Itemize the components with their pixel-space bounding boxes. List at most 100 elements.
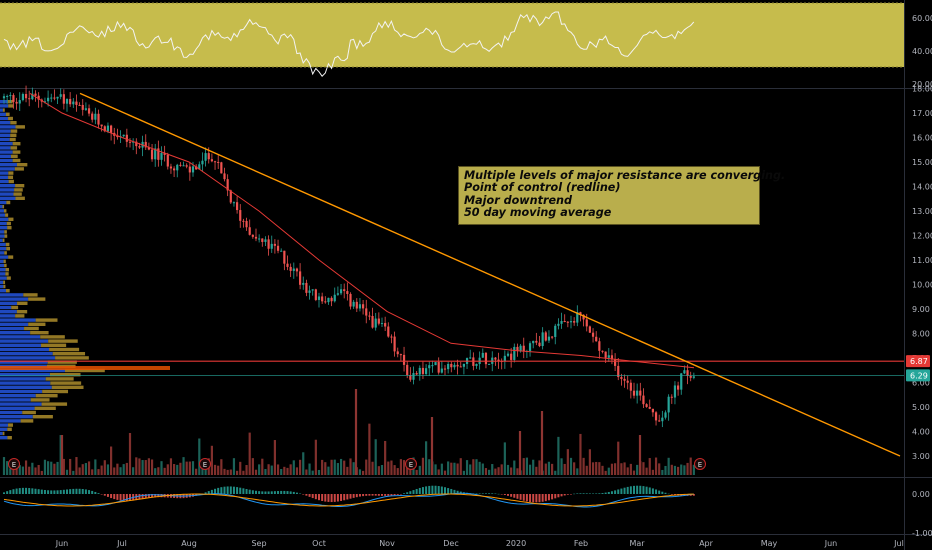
candles xyxy=(2,85,695,428)
candle-body xyxy=(434,362,437,366)
candle-body xyxy=(254,236,258,239)
macd-histogram-bar xyxy=(110,494,113,499)
candle-body xyxy=(245,220,248,228)
macd-histogram-bar xyxy=(535,494,538,503)
volume-bar xyxy=(604,470,607,475)
candle-body xyxy=(201,160,204,165)
candle-body xyxy=(488,363,491,365)
candle-body xyxy=(21,93,24,101)
volume-profile-bar-up xyxy=(0,360,48,364)
volume-profile-bar-up xyxy=(0,272,6,276)
volume-profile-bar-up xyxy=(0,284,4,289)
candle-body xyxy=(50,97,53,99)
volume-profile-bar-down xyxy=(51,385,84,389)
volume-profile-bar-down xyxy=(6,276,11,280)
candle-body xyxy=(62,94,65,104)
macd-histogram-bar xyxy=(532,494,535,503)
candle-body xyxy=(191,166,195,173)
macd-histogram-bar xyxy=(207,491,210,494)
volume-bar xyxy=(654,457,658,475)
macd-histogram-bar xyxy=(50,490,53,494)
volume-profile-bar-down xyxy=(6,289,10,293)
macd-histogram-bar xyxy=(626,486,629,494)
macd-histogram-bar xyxy=(292,491,295,494)
candle-body xyxy=(421,367,425,374)
macd-histogram-bar xyxy=(9,490,12,494)
candle-body xyxy=(591,332,595,337)
volume-profile-bar-up xyxy=(0,322,29,326)
annotation-note[interactable]: Multiple levels of major resistance are … xyxy=(458,166,785,225)
volume-profile-bar-down xyxy=(34,406,56,410)
candle-body xyxy=(355,301,358,309)
candle-body xyxy=(157,148,160,160)
volume-profile-bar-up xyxy=(0,230,5,234)
volume-bar xyxy=(305,469,308,475)
volume-bars xyxy=(2,389,695,475)
macd-histogram-bar xyxy=(573,493,576,495)
candle-body xyxy=(75,101,78,105)
candle-body xyxy=(176,164,179,171)
volume-profile-bar-down xyxy=(8,179,14,184)
volume-profile-bar-down xyxy=(14,188,23,192)
macd-histogram-bar xyxy=(327,494,330,502)
volume-bar xyxy=(213,464,217,475)
volume-bar xyxy=(116,463,119,475)
macd-histogram-bar xyxy=(566,494,569,495)
volume-bar xyxy=(273,440,276,475)
volume-bar xyxy=(18,465,21,475)
macd-histogram-bar xyxy=(595,493,598,494)
price-tick-label: 6.00 xyxy=(912,379,930,388)
macd-histogram-bar xyxy=(491,493,494,494)
volume-bar xyxy=(195,468,198,475)
time-tick-label: 2020 xyxy=(506,539,526,548)
candle-body xyxy=(147,147,150,150)
macd-histogram-bar xyxy=(601,493,604,494)
candle-body xyxy=(324,301,327,303)
macd-histogram-bar xyxy=(160,494,163,498)
macd-histogram-bar xyxy=(305,494,308,496)
annotation-line-2: Point of control (redline) xyxy=(464,181,621,195)
candle-body xyxy=(664,412,667,418)
macd-histogram xyxy=(3,485,695,503)
candle-body xyxy=(368,315,371,317)
candle-body xyxy=(573,321,576,323)
volume-profile-bar-up xyxy=(0,205,3,209)
candle-body xyxy=(163,152,166,155)
volume-profile-bar-up xyxy=(0,318,36,322)
time-tick-label: Jul xyxy=(893,539,904,548)
macd-line xyxy=(3,492,694,508)
volume-bar xyxy=(40,470,43,475)
volume-profile-bar-down xyxy=(49,347,80,352)
volume-profile-bar-down xyxy=(14,167,24,171)
volume-profile-bar-up xyxy=(0,339,49,343)
volume-bar xyxy=(481,463,484,475)
volume-profile-bar-down xyxy=(2,108,5,112)
volume-bar xyxy=(595,461,598,475)
volume-profile-bar-up xyxy=(0,394,36,398)
time-tick-label: Jul xyxy=(116,539,127,548)
rsi-axis: 60.00 40.00 20.00 xyxy=(912,14,932,89)
volume-profile-bar-up xyxy=(0,129,11,133)
volume-bar xyxy=(453,462,456,475)
volume-profile-bar-down xyxy=(8,217,14,221)
macd-histogram-bar xyxy=(503,494,506,496)
time-tick-label: Jun xyxy=(824,539,838,548)
time-axis: Jun Jul Aug Sep Oct Nov Dec 2020 Feb Mar Apr May Jun… xyxy=(55,539,904,548)
volume-bar xyxy=(321,459,324,475)
macd-histogram-bar xyxy=(440,486,443,494)
macd-histogram-bar xyxy=(507,494,509,496)
price-tick-label: 15.00 xyxy=(912,158,932,167)
macd-histogram-bar xyxy=(333,494,336,502)
volume-profile-bar-up xyxy=(0,343,42,347)
volume-profile-bar-up xyxy=(0,297,29,301)
volume-bar xyxy=(447,461,450,475)
volume-profile-bar-down xyxy=(45,377,74,381)
time-tick-label: Dec xyxy=(443,539,458,548)
volume-bar xyxy=(377,466,380,475)
volume-profile-bar-down xyxy=(10,154,18,158)
downtrend-line[interactable] xyxy=(79,92,901,457)
candle-body xyxy=(34,93,37,96)
macd-histogram-bar xyxy=(340,494,343,501)
volume-bar xyxy=(648,458,651,475)
